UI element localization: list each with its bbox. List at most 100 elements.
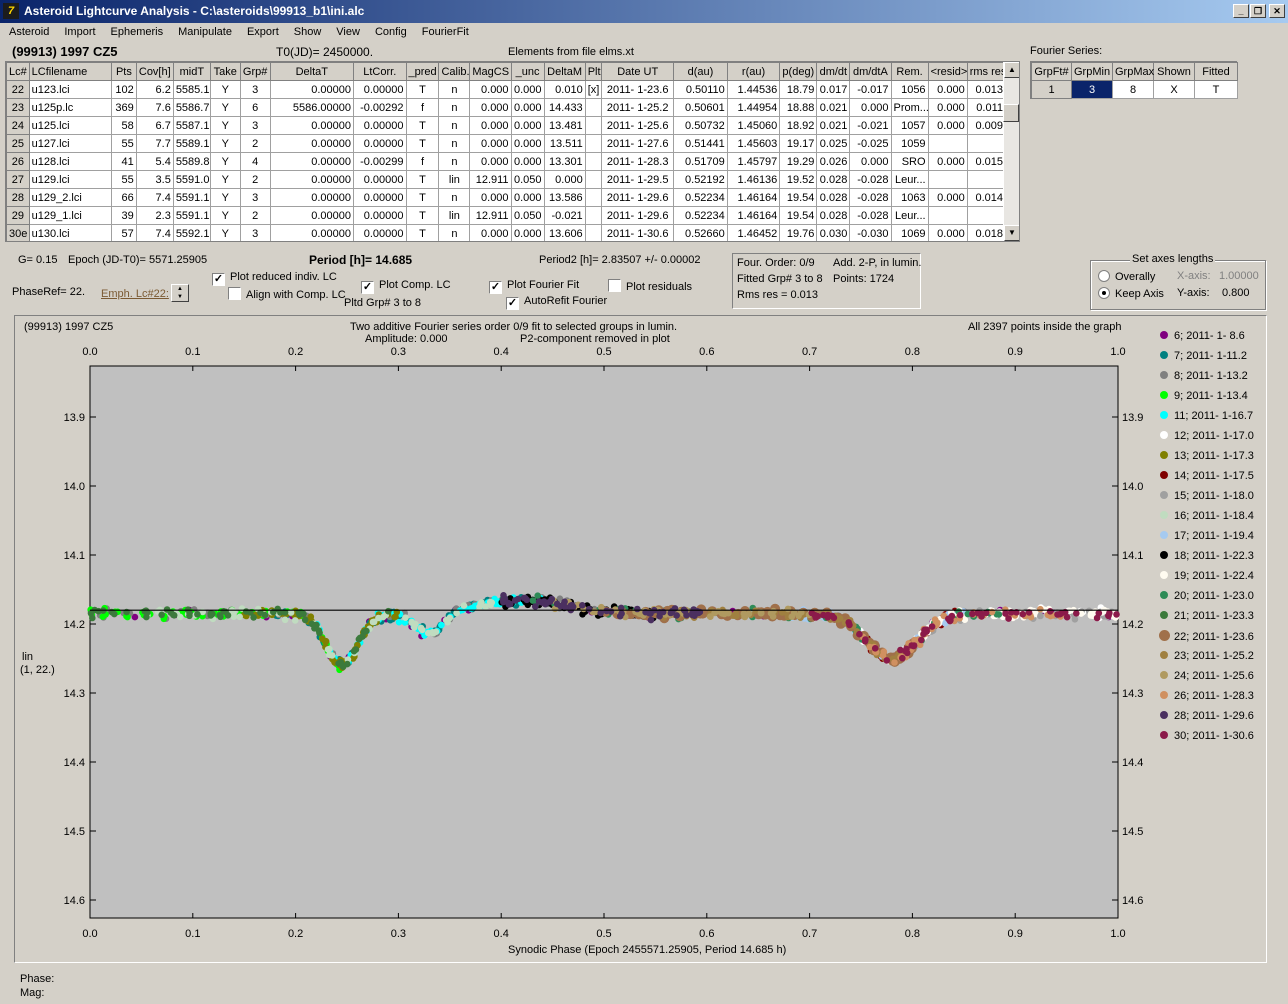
lc-cell[interactable]: 18.79 (779, 80, 818, 99)
lc-col-header[interactable]: Take (209, 62, 241, 81)
menu-ephemeris[interactable]: Ephemeris (110, 26, 164, 38)
plot-comp-check[interactable]: ✓ (361, 281, 374, 294)
plot-fourier-checkbox[interactable]: ✓ Plot Fourier Fit (489, 279, 579, 294)
lc-cell[interactable]: 19.52 (779, 170, 818, 189)
lc-table-row[interactable]: 26 u128.lci 41 5.4 5589.8 Y 4 0.00000 -0.00299 f n… (6, 152, 1007, 171)
lc-cell[interactable]: u129_1.lci (28, 206, 113, 225)
lc-cell[interactable]: 18.92 (779, 116, 818, 135)
lc-cell[interactable]: 0.00000 (269, 224, 355, 241)
lc-cell[interactable]: 6.7 (135, 116, 174, 135)
keep-axis-radio-circle[interactable] (1098, 287, 1110, 299)
lc-table-row[interactable]: 29 u129_1.lci 39 2.3 5591.1 Y 2 0.00000 0.00000 T… (6, 206, 1007, 225)
lc-cell[interactable]: 0.50732 (673, 116, 728, 135)
lc-cell[interactable]: 0.028 (816, 188, 851, 207)
lc-cell[interactable]: 5591.0 (172, 170, 211, 189)
fourier-col-header[interactable]: Fitted (1194, 62, 1238, 81)
lc-row-header[interactable]: 28 (6, 188, 30, 207)
lc-cell[interactable]: 0.52660 (673, 224, 728, 241)
lc-cell[interactable]: 5587.1 (172, 116, 211, 135)
lc-cell[interactable]: 1.46452 (726, 224, 781, 241)
lc-cell[interactable]: -0.021 (543, 206, 586, 225)
lc-cell[interactable]: 0.00000 (353, 134, 407, 153)
lc-cell[interactable]: -0.017 (849, 80, 892, 99)
lc-cell[interactable]: 7.4 (135, 224, 174, 241)
lc-col-header[interactable]: _pred (405, 62, 440, 81)
plot-area[interactable] (89, 365, 1119, 919)
lc-cell[interactable]: 0.030 (816, 224, 851, 241)
menu-manipulate[interactable]: Manipulate (178, 26, 232, 38)
lc-cell[interactable]: 13.606 (543, 224, 586, 241)
plot-reduced-check[interactable]: ✓ (212, 273, 225, 286)
lc-cell[interactable]: 1.44536 (726, 80, 781, 99)
lc-col-header[interactable]: DeltaT (269, 62, 355, 81)
close-button[interactable]: ✕ (1269, 4, 1285, 18)
lc-cell[interactable]: -0.028 (849, 170, 892, 189)
lc-cell[interactable]: 13.481 (543, 116, 586, 135)
lc-cell[interactable]: 55 (111, 134, 137, 153)
lc-cell[interactable]: 19.76 (779, 224, 818, 241)
menu-config[interactable]: Config (374, 26, 407, 38)
lc-cell[interactable]: 0.52192 (673, 170, 728, 189)
lc-cell[interactable]: 2011- 1-25.2 (601, 98, 675, 117)
lc-col-header[interactable]: Cov[h] (135, 62, 174, 81)
plot-comp-checkbox[interactable]: ✓ Plot Comp. LC (361, 279, 451, 294)
lc-cell[interactable]: 5586.7 (172, 98, 211, 117)
menu-view[interactable]: View (336, 26, 360, 38)
lc-row-header[interactable]: 23 (6, 98, 30, 117)
lc-cell[interactable]: 0.50110 (673, 80, 728, 99)
lc-cell[interactable]: -0.00292 (353, 98, 407, 117)
lc-cell[interactable]: Leur... (890, 206, 929, 225)
plot-residuals-check[interactable] (608, 279, 621, 292)
lc-col-header[interactable]: d(au) (673, 62, 728, 81)
scroll-down-button[interactable]: ▼ (1004, 225, 1019, 241)
lc-cell[interactable]: 1.45797 (726, 152, 781, 171)
lc-cell[interactable]: 0.00000 (353, 80, 407, 99)
lc-row-header[interactable]: 27 (6, 170, 30, 189)
lc-col-header[interactable]: Rem. (890, 62, 929, 81)
scroll-up-button[interactable]: ▲ (1004, 62, 1019, 78)
lc-cell[interactable]: Prom... (890, 98, 929, 117)
align-comp-check[interactable] (228, 287, 241, 300)
lc-col-header[interactable]: Grp# (239, 62, 271, 81)
lc-cell[interactable]: 19.54 (779, 206, 818, 225)
plot-residuals-checkbox[interactable]: Plot residuals (608, 279, 692, 293)
lc-cell[interactable]: 0.000 (927, 152, 968, 171)
fourier-col-header[interactable]: GrpMax (1112, 62, 1154, 81)
menu-asteroid[interactable]: Asteroid (9, 26, 50, 38)
lc-col-header[interactable]: LtCorr. (353, 62, 407, 81)
minimize-button[interactable]: _ (1233, 4, 1249, 18)
autorefit-checkbox[interactable]: ✓ AutoRefit Fourier (506, 295, 607, 310)
plot-reduced-checkbox[interactable]: ✓ Plot reduced indiv. LC (212, 271, 337, 286)
lc-cell[interactable]: 0.021 (816, 116, 851, 135)
lc-cell[interactable]: 1.44954 (726, 98, 781, 117)
menu-import[interactable]: Import (64, 26, 96, 38)
menu-export[interactable]: Export (246, 26, 279, 38)
fourier-cell[interactable]: 8 (1112, 80, 1154, 99)
lc-cell[interactable]: 19.54 (779, 188, 818, 207)
lc-cell[interactable]: 0.000 (510, 152, 545, 171)
lc-cell[interactable]: 0.028 (816, 206, 851, 225)
lc-cell[interactable]: 5.4 (135, 152, 174, 171)
lc-cell[interactable]: 5585.1 (172, 80, 211, 99)
lc-col-header[interactable]: LCfilename (28, 62, 113, 81)
lc-cell[interactable]: T (405, 224, 440, 241)
lc-cell[interactable]: 0.00000 (353, 206, 407, 225)
lc-col-header[interactable]: Calib. (438, 62, 471, 81)
lc-cell[interactable]: 0.51709 (673, 152, 728, 171)
lc-cell[interactable]: u125.lci (28, 116, 113, 135)
lc-cell[interactable]: 13.586 (543, 188, 586, 207)
lc-col-header[interactable]: <resid> (927, 62, 968, 81)
lc-row-header[interactable]: 30e (6, 224, 30, 241)
lc-cell[interactable]: 5589.8 (172, 152, 211, 171)
lc-cell[interactable]: 0.000 (849, 152, 892, 171)
lc-cell[interactable]: 0.018 (966, 224, 1007, 241)
lc-cell[interactable]: 2011- 1-29.6 (601, 188, 675, 207)
align-comp-checkbox[interactable]: Align with Comp. LC (228, 287, 346, 301)
lc-cell[interactable]: 0.009 (966, 116, 1007, 135)
